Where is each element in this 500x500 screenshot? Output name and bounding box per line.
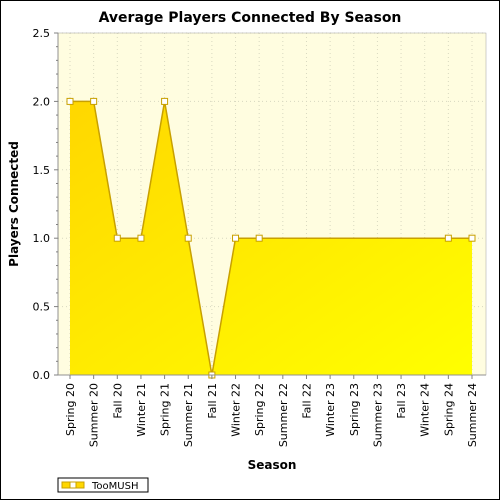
x-tick-label: Winter 24 [419,383,432,437]
data-point [232,234,240,242]
data-point [255,234,263,242]
x-tick-label: Summer 22 [277,383,290,447]
y-tick-label: 1.0 [33,232,51,245]
x-tick-label: Summer 23 [371,383,384,447]
x-tick-label: Fall 23 [395,383,408,419]
x-tick-label: Summer 24 [466,383,479,447]
data-point [137,234,145,242]
x-tick-label: Spring 22 [253,383,266,436]
y-tick-label: 2.0 [33,95,51,108]
x-tick-label: Winter 23 [324,383,337,437]
x-tick-label: Spring 24 [442,383,455,436]
data-point [184,234,192,242]
y-tick-label: 0.0 [33,369,51,382]
y-tick-label: 2.5 [33,27,51,40]
y-axis-title: Players Connected [7,141,21,267]
x-tick-label: Summer 20 [88,383,101,447]
x-tick-label: Fall 22 [300,383,313,419]
data-point [444,234,452,242]
series-line [70,100,472,376]
data-point [468,234,476,242]
legend-label: TooMUSH [91,481,138,492]
x-tick-label: Fall 21 [206,383,219,419]
legend: TooMUSH [57,477,149,493]
data-point [113,234,121,242]
data-point [161,97,169,105]
x-axis-title: Season [248,458,297,472]
x-tick-label: Winter 22 [230,383,243,437]
x-tick-label: Summer 21 [182,383,195,447]
y-tick-label: 0.5 [33,301,51,314]
legend-marker [69,481,77,489]
data-point [90,97,98,105]
plot-border [57,32,487,376]
x-tick-label: Spring 23 [348,383,361,436]
chart-title: Average Players Connected By Season [99,10,402,26]
x-tick-label: Spring 21 [159,383,172,436]
data-point [66,97,74,105]
x-tick-label: Winter 21 [135,383,148,437]
x-tick-label: Fall 20 [111,383,124,419]
y-tick-label: 1.5 [33,164,51,177]
x-tick-label: Spring 20 [64,383,77,436]
